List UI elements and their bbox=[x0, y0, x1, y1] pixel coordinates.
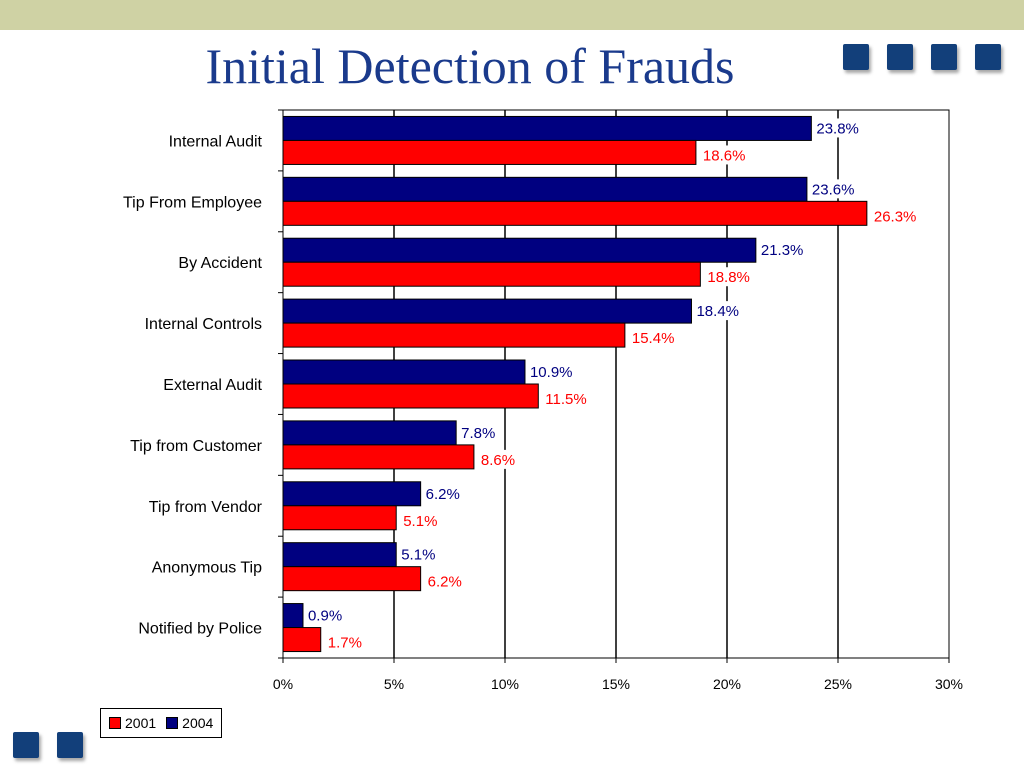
data-label-background bbox=[324, 632, 366, 652]
data-label-2001: 18.6% bbox=[703, 147, 746, 164]
bar-2001 bbox=[282, 200, 868, 226]
category-label: Tip from Customer bbox=[130, 438, 263, 455]
legend-label-2004: 2004 bbox=[182, 715, 214, 731]
data-label-2001: 15.4% bbox=[632, 330, 675, 347]
x-tick-label: 5% bbox=[384, 676, 404, 692]
decorative-square-icon bbox=[57, 732, 83, 758]
bar-2001 bbox=[282, 566, 422, 592]
bar-2001 bbox=[282, 383, 539, 409]
x-tick-label: 25% bbox=[824, 676, 852, 692]
decorative-square-icon bbox=[975, 44, 1001, 70]
bar-2004 bbox=[282, 298, 692, 324]
bar-2004 bbox=[282, 359, 526, 385]
legend-item-2004: 2004 bbox=[166, 715, 213, 731]
category-label: External Audit bbox=[163, 377, 262, 394]
data-label-2004: 10.9% bbox=[530, 364, 573, 381]
data-label-background bbox=[693, 301, 744, 321]
data-label-background bbox=[458, 422, 500, 442]
data-label-background bbox=[422, 483, 464, 503]
data-label-2001: 11.5% bbox=[545, 391, 586, 408]
data-label-2004: 0.9% bbox=[308, 608, 342, 625]
x-tick-label: 30% bbox=[935, 676, 963, 692]
data-label-2001: 1.7% bbox=[328, 635, 362, 652]
legend-swatch-2004 bbox=[166, 717, 179, 729]
bar-2001 bbox=[282, 627, 322, 653]
legend-item-2001: 2001 bbox=[109, 715, 156, 731]
slide-title: Initial Detection of Frauds bbox=[205, 38, 735, 94]
data-label-2001: 18.8% bbox=[707, 269, 750, 286]
bar-2001 bbox=[282, 261, 701, 287]
data-label-background bbox=[304, 605, 347, 625]
data-label-background bbox=[704, 267, 755, 287]
data-label-background bbox=[808, 179, 859, 199]
bar-2004 bbox=[282, 420, 457, 446]
x-tick-label: 15% bbox=[602, 676, 630, 692]
category-label: Anonymous Tip bbox=[152, 560, 262, 577]
decorative-square-icon bbox=[931, 44, 957, 70]
data-label-2004: 23.8% bbox=[816, 120, 859, 137]
data-label-2001: 5.1% bbox=[403, 513, 437, 530]
data-label-background bbox=[870, 206, 921, 226]
category-label: Internal Controls bbox=[145, 316, 262, 333]
data-label-background bbox=[699, 145, 750, 165]
data-label-background bbox=[628, 328, 679, 348]
bar-2004 bbox=[282, 542, 397, 568]
bar-2004 bbox=[282, 115, 812, 141]
data-label-2004: 21.3% bbox=[761, 242, 804, 259]
data-label-background bbox=[813, 118, 864, 138]
chart-legend: 2001 2004 bbox=[100, 708, 223, 738]
category-label: Internal Audit bbox=[169, 133, 263, 150]
bar-2001 bbox=[282, 505, 397, 531]
bar-2004 bbox=[282, 237, 757, 263]
data-label-2004: 18.4% bbox=[696, 303, 739, 320]
data-label-background bbox=[424, 571, 466, 591]
data-label-background bbox=[526, 362, 577, 381]
data-label-2004: 7.8% bbox=[461, 425, 495, 442]
data-label-2004: 6.2% bbox=[426, 486, 460, 503]
data-label-2004: 23.6% bbox=[812, 181, 855, 198]
bar-2001 bbox=[282, 139, 697, 165]
bar-2004 bbox=[282, 481, 422, 507]
legend-label-2001: 2001 bbox=[125, 715, 157, 731]
data-label-background bbox=[477, 449, 520, 469]
category-label: Notified by Police bbox=[138, 621, 262, 638]
bar-2004 bbox=[282, 176, 808, 202]
data-label-background bbox=[757, 240, 808, 260]
data-label-2004: 5.1% bbox=[401, 547, 435, 564]
bar-2001 bbox=[282, 444, 475, 470]
bar-2001 bbox=[282, 322, 626, 348]
decorative-square-icon bbox=[887, 44, 913, 70]
data-label-background bbox=[400, 510, 442, 530]
top-band bbox=[0, 0, 1024, 30]
category-label: Tip From Employee bbox=[123, 194, 262, 211]
data-label-2001: 26.3% bbox=[874, 208, 917, 225]
data-label-2001: 6.2% bbox=[428, 574, 462, 591]
data-label-background bbox=[542, 389, 593, 408]
x-tick-label: 20% bbox=[713, 676, 741, 692]
decorative-square-icon bbox=[13, 732, 39, 758]
x-tick-label: 0% bbox=[273, 676, 293, 692]
data-label-2001: 8.6% bbox=[481, 452, 515, 469]
category-label: Tip from Vendor bbox=[149, 499, 263, 516]
decorative-square-icon bbox=[843, 44, 869, 70]
data-label-background bbox=[398, 544, 440, 564]
x-tick-label: 10% bbox=[491, 676, 519, 692]
bar-2004 bbox=[282, 603, 304, 629]
legend-swatch-2001 bbox=[109, 717, 121, 729]
category-label: By Accident bbox=[178, 255, 262, 272]
